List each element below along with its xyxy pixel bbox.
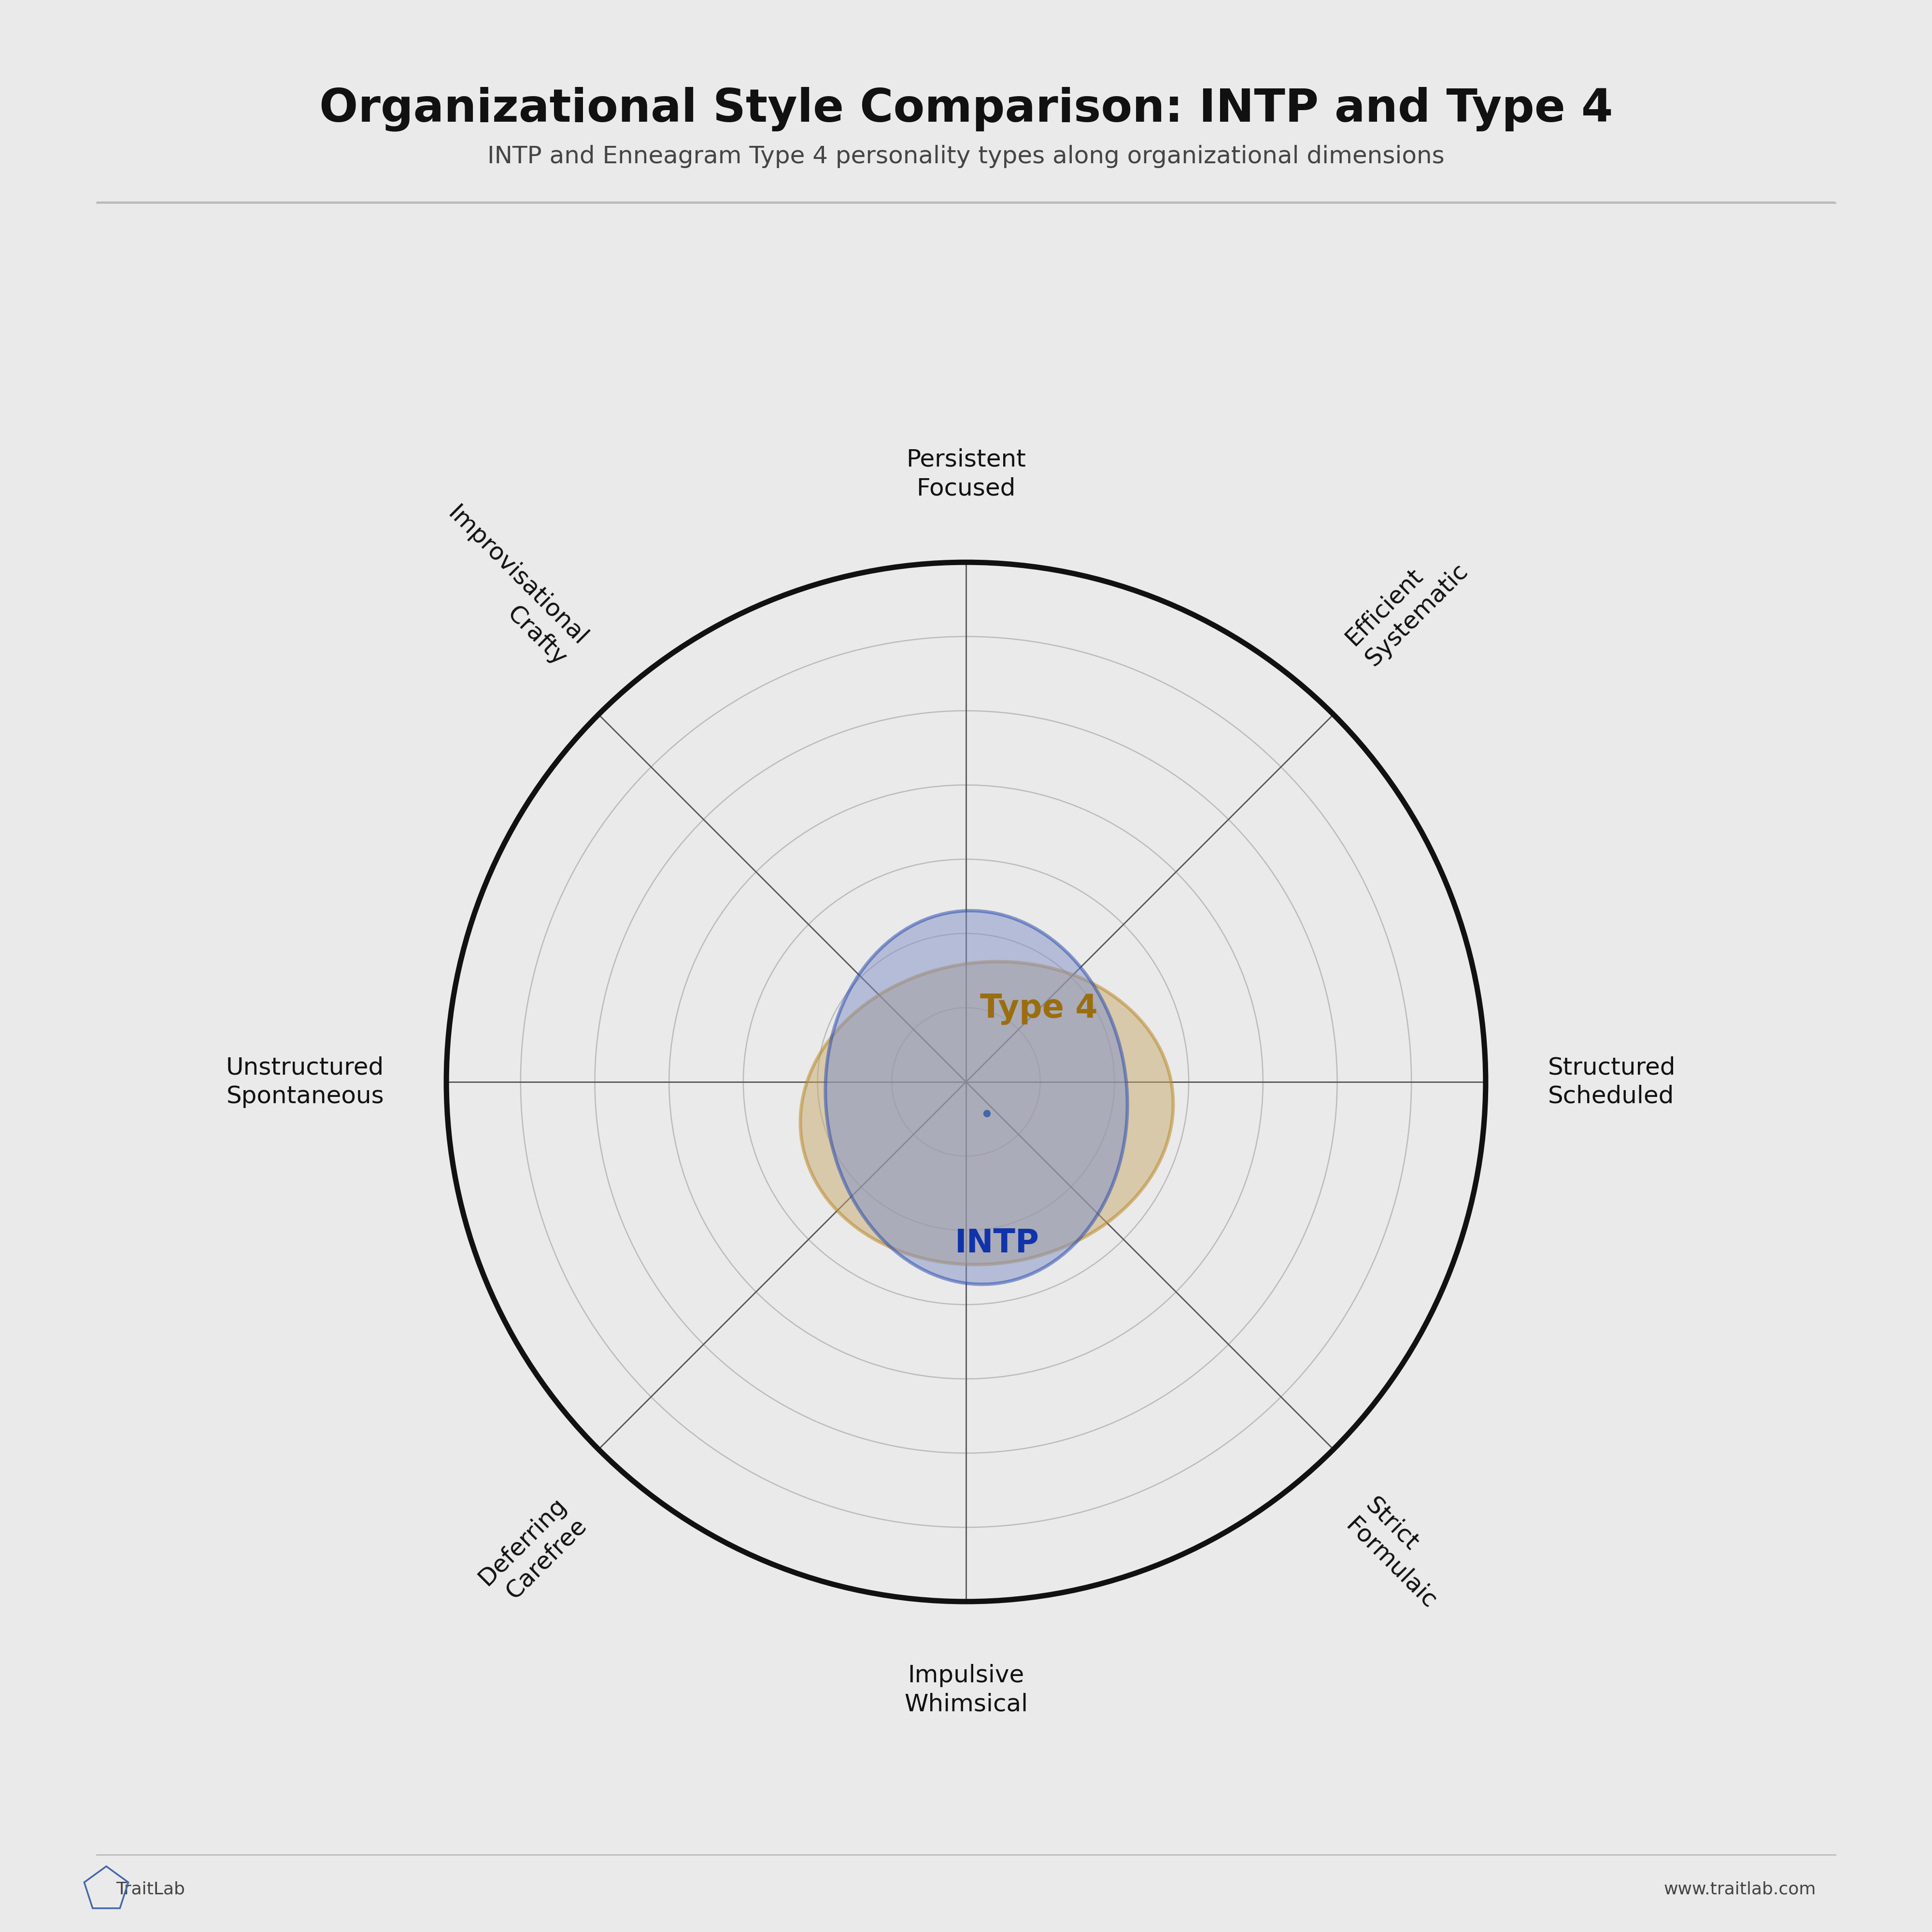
Text: www.traitlab.com: www.traitlab.com xyxy=(1663,1882,1816,1897)
Text: INTP and Enneagram Type 4 personality types along organizational dimensions: INTP and Enneagram Type 4 personality ty… xyxy=(487,145,1445,168)
Text: Persistent
Focused: Persistent Focused xyxy=(906,448,1026,500)
Text: Strict
Formulaic: Strict Formulaic xyxy=(1341,1493,1461,1613)
Text: Type 4: Type 4 xyxy=(980,993,1097,1026)
Text: Organizational Style Comparison: INTP and Type 4: Organizational Style Comparison: INTP an… xyxy=(319,87,1613,131)
Text: Structured
Scheduled: Structured Scheduled xyxy=(1548,1057,1675,1107)
Ellipse shape xyxy=(800,962,1173,1265)
Text: TraitLab: TraitLab xyxy=(116,1882,185,1897)
Text: INTP: INTP xyxy=(954,1227,1039,1260)
Text: Efficient
Systematic: Efficient Systematic xyxy=(1341,539,1472,670)
Text: Deferring
Carefree: Deferring Carefree xyxy=(473,1493,591,1611)
Text: Impulsive
Whimsical: Impulsive Whimsical xyxy=(904,1663,1028,1716)
Text: Unstructured
Spontaneous: Unstructured Spontaneous xyxy=(226,1057,384,1107)
Text: Improvisational
Crafty: Improvisational Crafty xyxy=(423,502,591,670)
Ellipse shape xyxy=(825,910,1128,1285)
